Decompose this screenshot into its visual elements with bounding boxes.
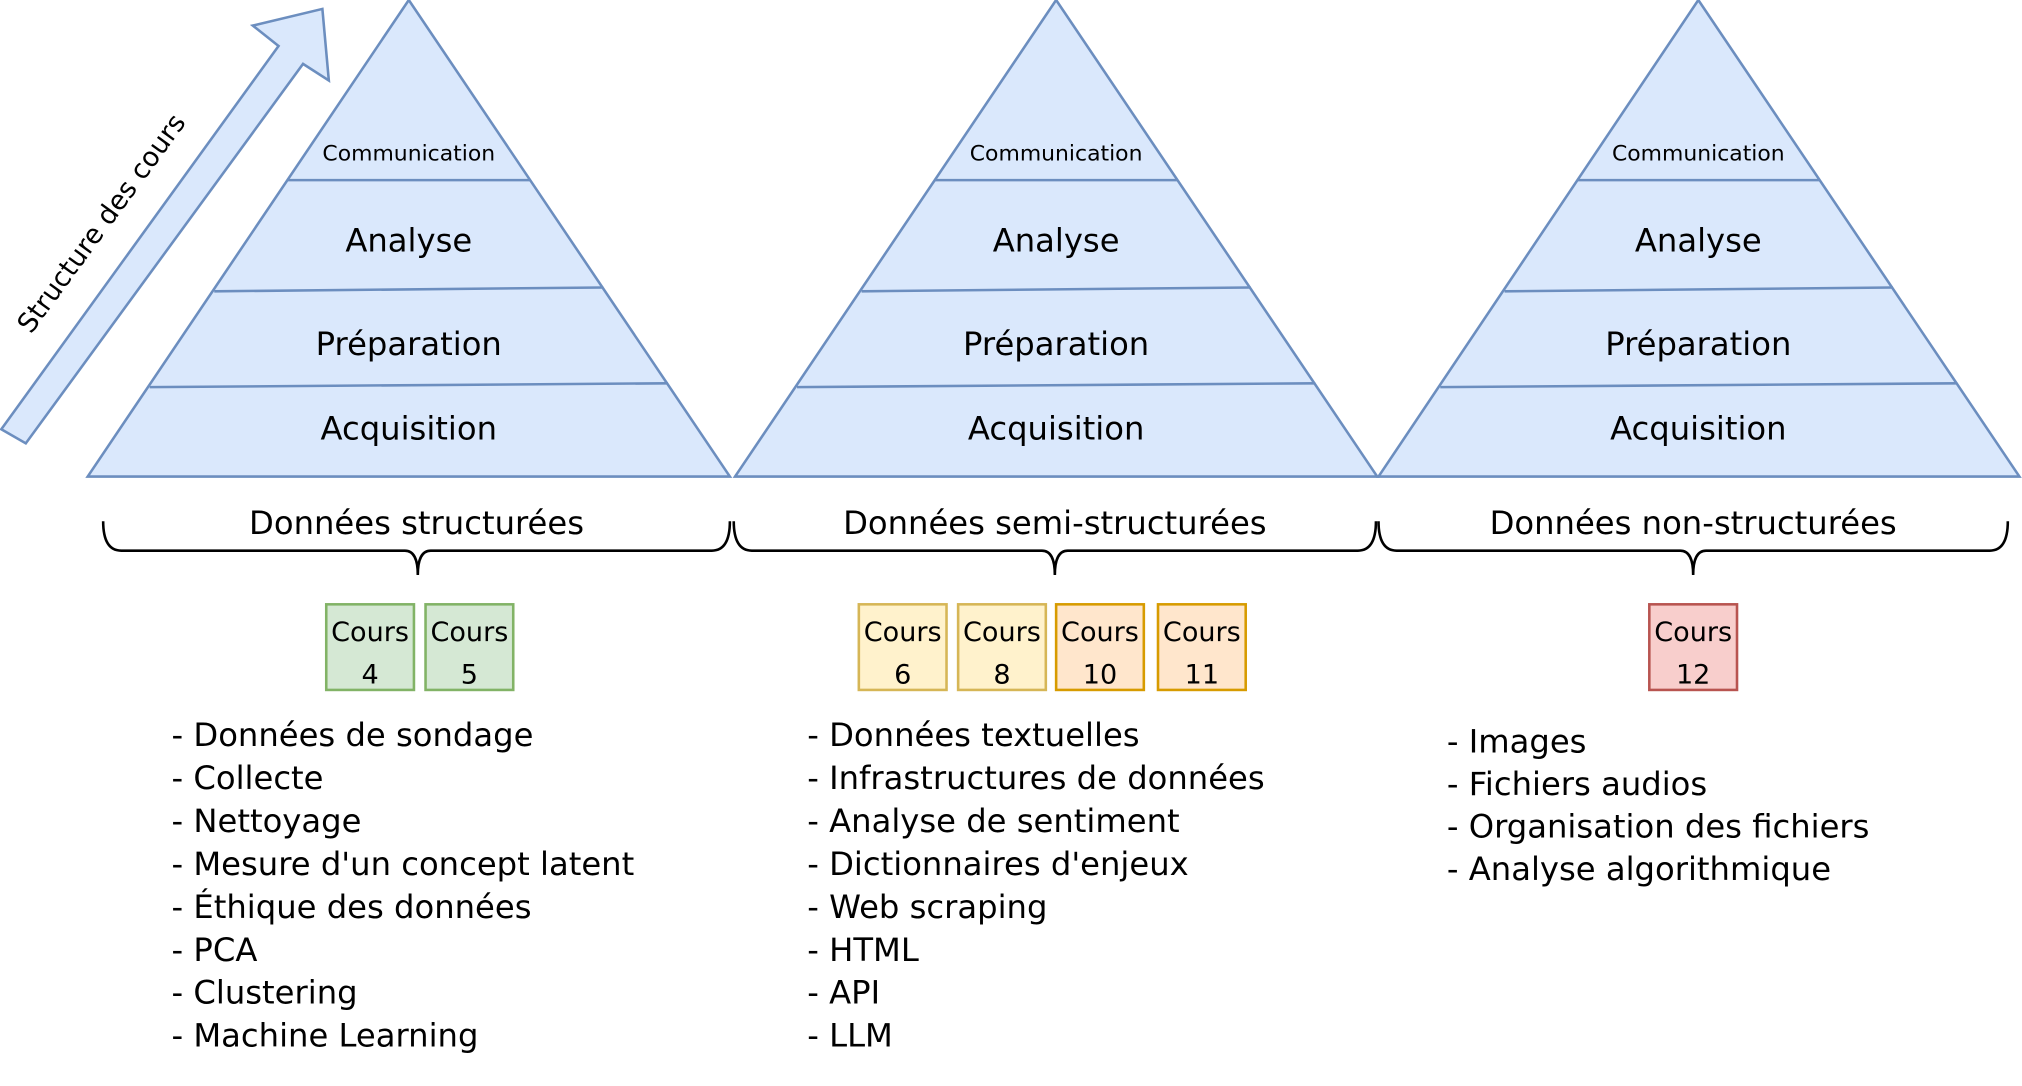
- layer-label-acquisition: Acquisition: [1610, 410, 1787, 448]
- column-2: Communication Analyse Préparation Acquisiti…: [732, 0, 1380, 1055]
- layer-label-preparation: Préparation: [316, 325, 502, 363]
- layer-label-analyse: Analyse: [1635, 222, 1762, 260]
- course-box-10: Cours 10: [1054, 603, 1146, 692]
- topic-item: - Web scraping: [807, 888, 1047, 926]
- category-label: Données non-structurées: [1490, 504, 1897, 542]
- topic-item: - Analyse de sentiment: [807, 802, 1179, 840]
- course-label: Cours: [963, 617, 1041, 648]
- course-box-11: Cours 11: [1156, 603, 1247, 692]
- course-box-bg: [956, 603, 1048, 692]
- topic-item: - Machine Learning: [172, 1017, 479, 1055]
- course-box-8: Cours 8: [956, 603, 1048, 692]
- layer-label-acquisition: Acquisition: [968, 410, 1145, 448]
- topic-item: - Mesure d'un concept latent: [172, 845, 635, 883]
- layer-divider: [214, 286, 604, 293]
- topic-item: - Nettoyage: [172, 802, 362, 840]
- topic-list: - Images - Fichiers audios - Organisation …: [1447, 723, 1870, 888]
- topic-item: - HTML: [807, 931, 919, 969]
- curly-brace: [101, 521, 732, 575]
- topic-item: - API: [807, 974, 880, 1012]
- layer-divider: [861, 286, 1251, 293]
- layer-divider: [149, 382, 668, 389]
- course-box-5: Cours 5: [424, 603, 515, 692]
- pyramid: Communication Analyse Préparation Acquisiti…: [732, 0, 1380, 478]
- topic-item: - Analyse algorithmique: [1447, 850, 1831, 888]
- topic-list: - Données de sondage - Collecte - Nettoyag…: [172, 716, 635, 1054]
- course-number: 6: [894, 659, 911, 690]
- layer-divider: [1440, 382, 1958, 389]
- course-box-bg: [1156, 603, 1247, 692]
- course-label: Cours: [1163, 617, 1241, 648]
- topic-item: - Dictionnaires d'enjeux: [807, 845, 1188, 883]
- column-3: Communication Analyse Préparation Acquisiti…: [1376, 0, 2022, 888]
- topic-item: - PCA: [172, 931, 258, 969]
- course-number: 8: [993, 659, 1010, 690]
- layer-label-analyse: Analyse: [993, 222, 1120, 260]
- pyramid-outline: [85, 0, 733, 478]
- pyramid: Communication Analyse Préparation Acquisiti…: [1376, 0, 2022, 478]
- layer-label-communication: Communication: [970, 142, 1143, 167]
- course-number: 10: [1083, 659, 1117, 690]
- pyramid: Communication Analyse Préparation Acquisiti…: [85, 0, 733, 478]
- course-number: 5: [461, 659, 478, 690]
- up-right-arrow-icon: [0, 7, 331, 446]
- topic-item: - Éthique des données: [172, 888, 532, 926]
- topic-item: - Images: [1447, 723, 1587, 761]
- topic-item: - Infrastructures de données: [807, 759, 1264, 797]
- topic-item: - Collecte: [172, 759, 324, 797]
- course-box-bg: [1648, 603, 1739, 692]
- topic-item: - Clustering: [172, 974, 358, 1012]
- layer-divider: [797, 382, 1316, 389]
- column-1: Communication Analyse Préparation Acquisiti…: [85, 0, 733, 1055]
- curly-brace: [732, 521, 1378, 575]
- course-box-bg: [324, 603, 416, 692]
- layer-label-analyse: Analyse: [345, 222, 472, 260]
- topic-list: - Données textuelles - Infrastructures de…: [807, 716, 1264, 1054]
- columns: Communication Analyse Préparation Acquisiti…: [85, 0, 2022, 1055]
- course-label: Cours: [430, 617, 508, 648]
- layer-label-preparation: Préparation: [963, 325, 1149, 363]
- course-label: Cours: [864, 617, 942, 648]
- topic-item: - Fichiers audios: [1447, 765, 1707, 803]
- course-box-6: Cours 6: [857, 603, 948, 692]
- topic-item: - Données de sondage: [172, 716, 534, 754]
- course-box-bg: [857, 603, 948, 692]
- layer-label-acquisition: Acquisition: [321, 410, 498, 448]
- topic-item: - Données textuelles: [807, 716, 1139, 754]
- curly-brace: [1377, 521, 2010, 575]
- course-box-bg: [424, 603, 515, 692]
- course-box-4: Cours 4: [324, 603, 416, 692]
- layer-divider: [1504, 286, 1893, 293]
- course-label: Cours: [1654, 617, 1732, 648]
- course-number: 11: [1185, 659, 1219, 690]
- pyramid-outline: [732, 0, 1380, 478]
- course-box-12: Cours 12: [1648, 603, 1739, 692]
- layer-label-preparation: Préparation: [1605, 325, 1791, 363]
- course-number: 4: [361, 659, 378, 690]
- course-label: Cours: [1061, 617, 1139, 648]
- topic-item: - Organisation des fichiers: [1447, 808, 1870, 846]
- layer-label-communication: Communication: [322, 142, 495, 167]
- pyramid-outline: [1376, 0, 2022, 478]
- topic-item: - LLM: [807, 1017, 893, 1055]
- course-number: 12: [1676, 659, 1710, 690]
- category-label: Données semi-structurées: [843, 504, 1267, 542]
- course-box-bg: [1054, 603, 1146, 692]
- category-label: Données structurées: [249, 504, 584, 542]
- course-label: Cours: [331, 617, 409, 648]
- layer-label-communication: Communication: [1612, 142, 1785, 167]
